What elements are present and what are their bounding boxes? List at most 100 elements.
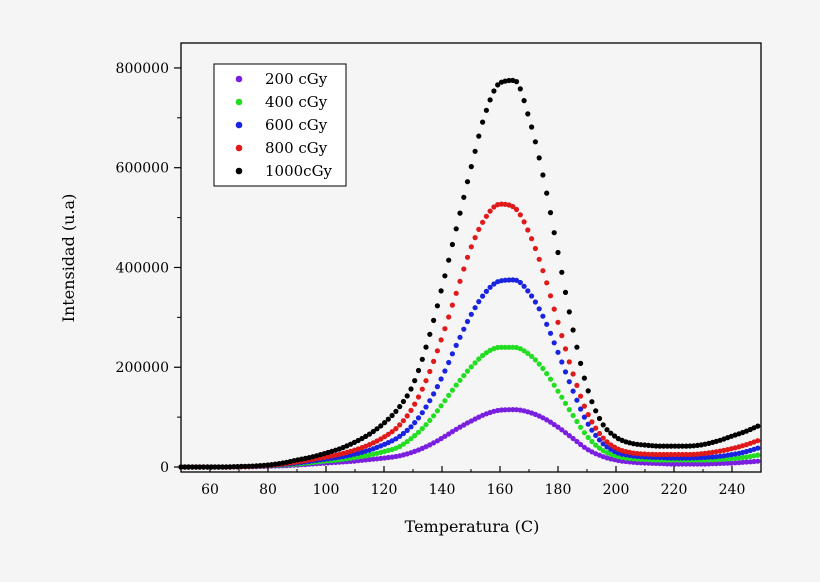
data-point xyxy=(419,356,425,362)
data-point xyxy=(562,289,569,295)
data-point xyxy=(419,426,425,432)
y-tick-label: 400000 xyxy=(116,260,169,276)
data-point xyxy=(740,454,746,461)
data-point xyxy=(608,442,614,448)
data-point xyxy=(540,313,546,319)
data-point xyxy=(755,438,761,444)
data-point xyxy=(472,305,478,311)
data-point xyxy=(679,461,686,467)
data-point xyxy=(476,133,482,139)
data-point xyxy=(547,419,554,425)
data-point xyxy=(676,461,682,467)
data-point xyxy=(510,344,516,350)
data-point xyxy=(219,464,226,470)
data-point xyxy=(438,376,444,382)
data-point xyxy=(464,254,471,260)
data-point xyxy=(529,236,535,242)
data-point xyxy=(600,422,606,428)
data-point xyxy=(449,387,455,393)
data-point xyxy=(498,407,505,413)
data-point xyxy=(446,392,452,398)
x-tick-label: 200 xyxy=(603,482,630,498)
data-point xyxy=(476,299,482,305)
data-point xyxy=(393,426,399,432)
series-1 xyxy=(178,344,761,470)
data-point xyxy=(604,427,610,433)
data-point xyxy=(400,441,406,447)
data-point xyxy=(480,352,486,359)
data-point xyxy=(698,455,704,461)
data-point xyxy=(717,453,723,459)
data-point xyxy=(698,461,704,467)
data-point xyxy=(434,408,440,414)
data-point xyxy=(574,382,580,388)
data-point xyxy=(536,306,542,312)
data-point xyxy=(612,433,618,439)
data-point xyxy=(378,436,384,442)
data-point xyxy=(517,86,523,92)
data-point xyxy=(691,443,697,449)
data-point xyxy=(638,451,644,457)
data-point xyxy=(525,288,531,294)
data-point xyxy=(431,358,437,364)
data-point xyxy=(415,429,422,435)
data-point xyxy=(400,430,406,437)
data-point xyxy=(385,431,391,437)
data-point xyxy=(540,365,546,372)
data-point xyxy=(197,464,203,470)
data-point xyxy=(513,407,520,413)
data-point xyxy=(600,435,606,441)
data-point xyxy=(517,346,523,352)
data-point xyxy=(725,460,731,466)
data-point xyxy=(544,371,550,377)
data-point xyxy=(525,227,531,233)
data-point xyxy=(596,430,603,437)
data-point xyxy=(397,433,403,439)
data-point xyxy=(521,283,527,289)
data-point xyxy=(502,277,508,283)
data-point xyxy=(472,235,478,241)
series-3 xyxy=(178,201,761,470)
data-point xyxy=(423,344,429,350)
data-point xyxy=(657,451,663,458)
y-axis-title: Intensidad (u.a) xyxy=(59,194,78,323)
data-point xyxy=(743,459,750,465)
data-point xyxy=(446,359,452,366)
data-point xyxy=(374,426,380,432)
chart-marks xyxy=(178,77,761,470)
data-point xyxy=(415,415,422,421)
data-point xyxy=(578,393,584,399)
data-point xyxy=(581,375,588,381)
data-point xyxy=(559,333,565,339)
data-point xyxy=(449,351,455,357)
data-point xyxy=(578,360,584,366)
data-point xyxy=(755,445,761,451)
data-point xyxy=(559,359,565,365)
data-point xyxy=(536,256,542,262)
data-point xyxy=(495,407,501,414)
legend-marker xyxy=(235,144,243,152)
data-point xyxy=(649,451,655,457)
data-point xyxy=(449,429,455,435)
data-point xyxy=(589,399,595,405)
data-point xyxy=(740,459,746,465)
data-point xyxy=(570,435,576,442)
data-point xyxy=(513,206,520,213)
data-point xyxy=(593,442,599,448)
data-point xyxy=(457,377,463,383)
data-point xyxy=(468,311,474,317)
data-point xyxy=(604,444,610,450)
data-point xyxy=(370,428,376,435)
data-point xyxy=(265,462,271,468)
data-point xyxy=(385,454,391,461)
data-point xyxy=(585,412,591,418)
data-point xyxy=(559,394,565,400)
y-tick-label: 200000 xyxy=(116,360,169,376)
data-point xyxy=(457,334,463,340)
data-point xyxy=(525,350,531,356)
data-point xyxy=(630,450,637,456)
data-point xyxy=(755,458,761,464)
data-point xyxy=(457,210,463,216)
data-point xyxy=(676,451,682,458)
